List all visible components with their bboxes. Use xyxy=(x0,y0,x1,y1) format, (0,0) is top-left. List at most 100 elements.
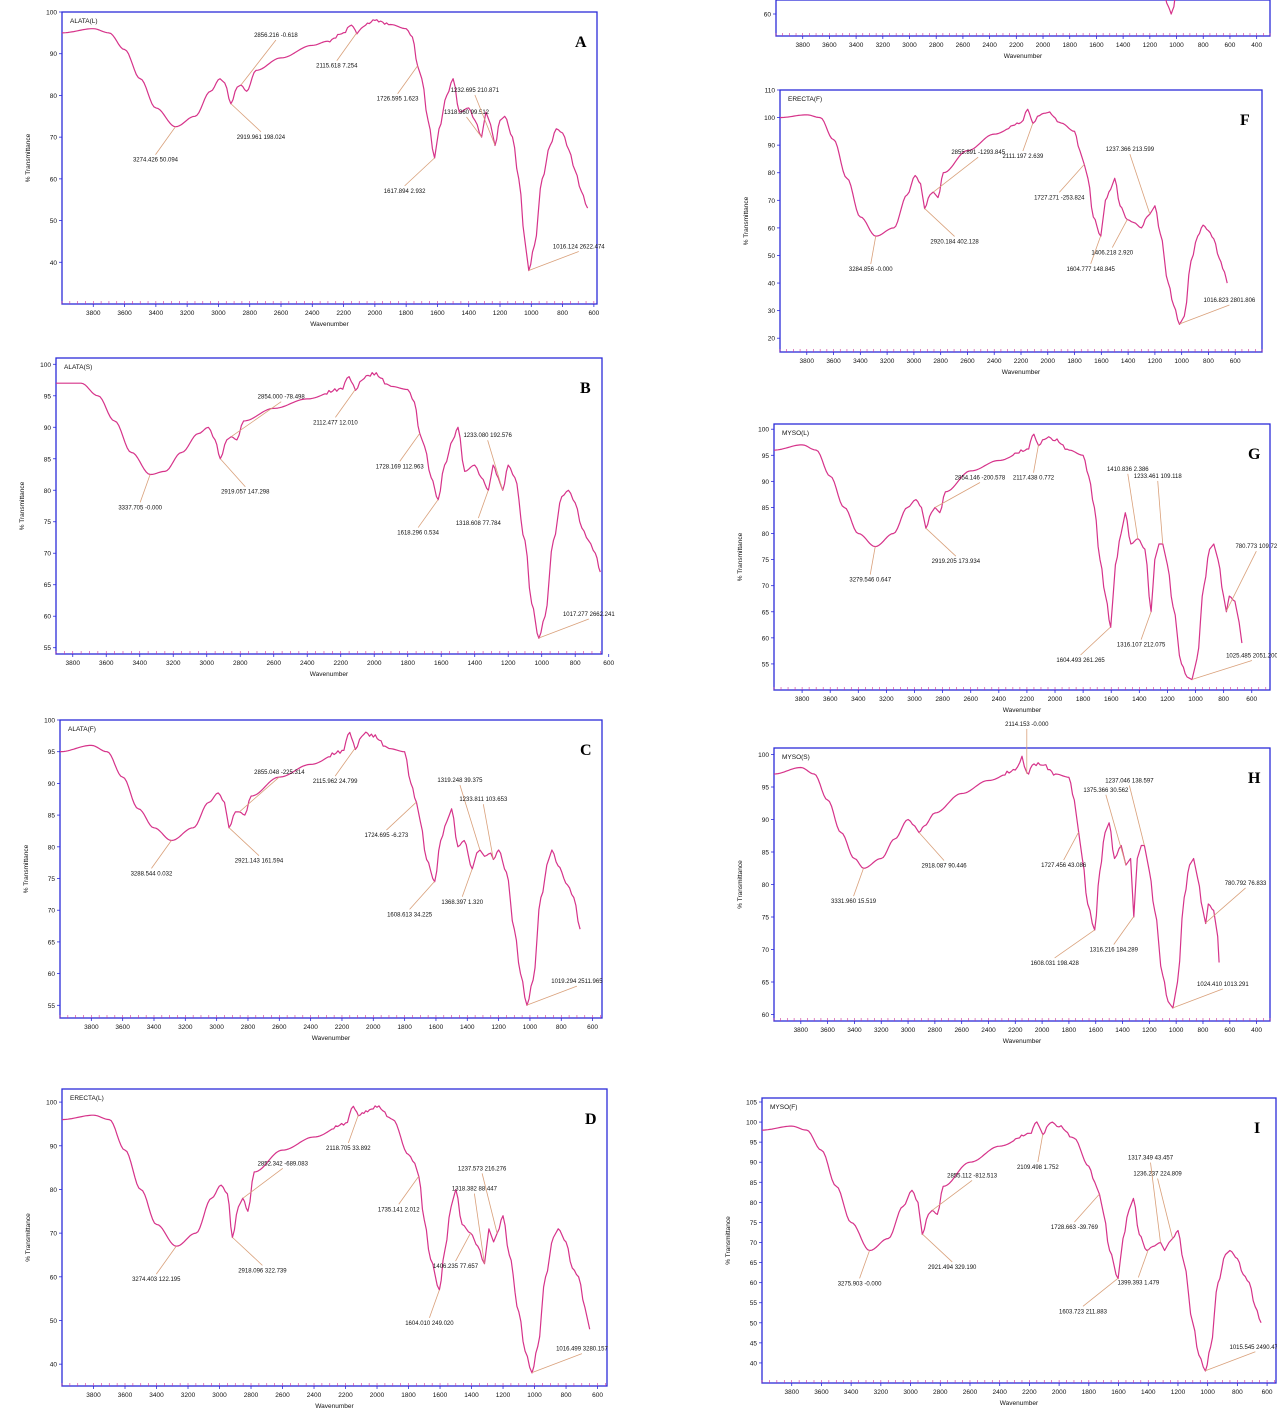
peak-leader xyxy=(1157,480,1164,544)
x-tick-label: 2600 xyxy=(275,1392,290,1399)
y-tick-label: 80 xyxy=(48,844,56,851)
peak-leader xyxy=(859,1250,870,1279)
x-tick-label: 3200 xyxy=(879,696,894,703)
y-tick-label: 65 xyxy=(750,1260,758,1267)
peak-label: 1728.663 -39.769 xyxy=(1051,1225,1099,1231)
plot-frame xyxy=(761,1097,1277,1384)
y-tick-label: 70 xyxy=(768,198,776,205)
peak-leader xyxy=(155,126,176,155)
peak-label: 780.792 76.833 xyxy=(1225,881,1267,887)
y-tick-label: 40 xyxy=(50,1362,58,1369)
y-tick-label: 60 xyxy=(764,12,772,19)
peak-leader xyxy=(1127,473,1139,539)
peak-label: 2109.498 1.752 xyxy=(1017,1165,1059,1171)
x-tick-label: 1800 xyxy=(1082,1389,1097,1396)
peak-label: 2919.205 173.934 xyxy=(932,559,981,565)
x-tick-label: 1200 xyxy=(1148,358,1163,365)
y-tick-label: 75 xyxy=(762,915,770,922)
spectrum-panel-c: 3800 3600 3400 3200 3000 2800 2600 2400 2200 2000… xyxy=(23,718,603,1043)
y-tick-label: 55 xyxy=(762,661,770,668)
y-tick-label: 30 xyxy=(768,308,776,315)
x-tick-label: 1800 xyxy=(401,1392,416,1399)
x-tick-label: 2400 xyxy=(305,310,320,317)
peak-leader xyxy=(925,527,957,557)
peak-leader xyxy=(931,1180,973,1211)
x-tick-label: 2000 xyxy=(1048,696,1063,703)
x-tick-label: 3400 xyxy=(853,358,868,365)
spectrum-line xyxy=(1165,0,1176,15)
peak-label: 1316.216 184.289 xyxy=(1090,947,1139,953)
peak-label: 1016.823 2801.806 xyxy=(1204,298,1256,304)
x-tick-label: 1000 xyxy=(1174,358,1189,365)
peak-label: 1399.393 1.479 xyxy=(1117,1280,1159,1286)
spectrum-panel-i: 3800 3600 3400 3200 3000 2800 2600 2400 2200 2000… xyxy=(725,1097,1277,1407)
peak-label: 1318.382 88.447 xyxy=(452,1187,498,1193)
peak-label: 3284.856 -0.000 xyxy=(849,267,893,273)
y-tick-label: 100 xyxy=(758,752,769,759)
x-tick-label: 600 xyxy=(1262,1389,1273,1396)
x-tick-label: 2400 xyxy=(982,42,997,49)
x-tick-label: 800 xyxy=(557,310,568,317)
x-tick-label: 2200 xyxy=(333,660,348,667)
y-tick-label: 70 xyxy=(762,947,770,954)
peak-leader xyxy=(461,868,473,897)
peak-leader xyxy=(239,776,280,813)
y-tick-label: 85 xyxy=(44,456,52,463)
x-tick-label: 1800 xyxy=(1067,358,1082,365)
x-tick-label: 3800 xyxy=(86,1392,101,1399)
spectrum-line xyxy=(56,372,601,639)
x-tick-label: 1200 xyxy=(1160,696,1175,703)
x-tick-label: 2000 xyxy=(366,1024,381,1031)
y-tick-label: 90 xyxy=(50,1143,58,1150)
y-tick-label: 75 xyxy=(762,557,770,564)
y-axis-label: % Transmittance xyxy=(743,196,750,245)
y-tick-label: 90 xyxy=(48,781,56,788)
x-axis-label: Wavenumber xyxy=(1003,1038,1042,1045)
peak-leader xyxy=(139,474,151,503)
x-tick-label: 3400 xyxy=(847,1027,862,1034)
y-tick-label: 95 xyxy=(44,393,52,400)
x-tick-label: 3400 xyxy=(149,310,164,317)
y-tick-label: 80 xyxy=(768,170,776,177)
y-tick-label: 75 xyxy=(48,876,56,883)
y-tick-label: 55 xyxy=(48,1003,56,1010)
y-axis-label: % Transmittance xyxy=(25,1213,32,1262)
x-axis-label: Wavenumber xyxy=(310,671,349,678)
peak-label: 1724.695 -6.273 xyxy=(365,833,409,839)
peak-label: 2852.342 -689.083 xyxy=(258,1161,309,1167)
x-tick-label: 1600 xyxy=(430,310,445,317)
peak-leader xyxy=(477,489,489,519)
x-tick-label: 2800 xyxy=(244,1392,259,1399)
peak-leader xyxy=(240,39,277,86)
peak-label: 2855.891 -1293.845 xyxy=(951,150,1005,156)
peak-leader xyxy=(386,801,417,831)
y-tick-label: 70 xyxy=(762,583,770,590)
y-tick-label: 85 xyxy=(750,1180,758,1187)
spectrum-panel-e: 3800 3600 3400 3200 3000 2800 2600 2400 2200 2000… xyxy=(764,0,1271,60)
x-tick-label: 3200 xyxy=(166,660,181,667)
peak-label: 2854.146 -200.578 xyxy=(955,475,1006,481)
peak-label: 1317.349 43.457 xyxy=(1128,1156,1174,1162)
peak-leader xyxy=(924,208,955,237)
peak-label: 2115.962 24.799 xyxy=(313,779,358,785)
y-tick-label: 70 xyxy=(48,908,56,915)
x-tick-label: 1600 xyxy=(1094,358,1109,365)
peak-label: 1410.836 2.386 xyxy=(1107,467,1149,473)
spectrum-title: MYSO(L) xyxy=(782,430,809,437)
y-tick-label: 75 xyxy=(750,1220,758,1227)
x-tick-label: 3800 xyxy=(66,660,81,667)
peak-leader xyxy=(918,832,945,861)
y-tick-label: 105 xyxy=(746,1100,757,1107)
peak-leader xyxy=(1205,887,1246,924)
spectrum-title: ALATA(S) xyxy=(64,364,92,371)
x-tick-label: 2800 xyxy=(241,1024,256,1031)
peak-leader xyxy=(531,1353,583,1374)
peak-label: 1016.499 3280.157 xyxy=(556,1347,608,1353)
peak-leader xyxy=(232,1237,263,1266)
peak-label: 1727.456 43.086 xyxy=(1041,863,1087,869)
peak-label: 1237.573 216.276 xyxy=(458,1166,507,1172)
peak-label: 2854.000 -78.498 xyxy=(258,395,306,401)
peak-leader xyxy=(1137,1249,1149,1278)
x-tick-label: 1400 xyxy=(1121,358,1136,365)
peak-label: 2921.143 161.594 xyxy=(235,859,284,865)
